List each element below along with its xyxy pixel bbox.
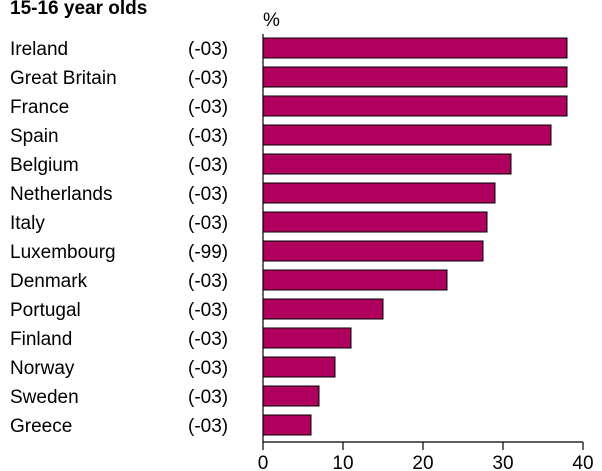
year-label: (-03)	[188, 329, 228, 350]
bar	[262, 414, 312, 436]
bar	[262, 95, 568, 117]
category-label: Great Britain	[10, 68, 117, 89]
year-label: (-03)	[188, 300, 228, 321]
year-label: (-99)	[188, 242, 228, 263]
bar	[262, 211, 488, 233]
category-label: France	[10, 97, 69, 118]
category-label: Luxembourg	[10, 242, 116, 263]
category-label: Portugal	[10, 300, 81, 321]
category-label: Spain	[10, 126, 59, 147]
chart-title: 15-16 year olds	[10, 0, 147, 19]
bar	[262, 269, 448, 291]
year-label: (-03)	[188, 416, 228, 437]
year-label: (-03)	[188, 155, 228, 176]
x-tick-label: 30	[492, 453, 513, 471]
bar	[262, 182, 496, 204]
category-label: Belgium	[10, 155, 79, 176]
bar	[262, 240, 484, 262]
year-label: (-03)	[188, 271, 228, 292]
bar	[262, 298, 384, 320]
category-label: Finland	[10, 329, 72, 350]
year-label: (-03)	[188, 97, 228, 118]
category-label: Denmark	[10, 271, 88, 292]
x-tick-label: 0	[258, 453, 269, 471]
category-label: Ireland	[10, 39, 68, 60]
bar	[262, 356, 336, 378]
bar	[262, 385, 320, 407]
category-label: Netherlands	[10, 184, 112, 205]
bar	[262, 327, 352, 349]
year-label: (-03)	[188, 387, 228, 408]
chart-rows: Ireland (-03) Great Britain (-03) France (-03…	[10, 37, 568, 437]
x-tick-label: 10	[332, 453, 353, 471]
x-axis-ticks: 0 10 20 30 40	[258, 442, 594, 471]
bar	[262, 153, 512, 175]
category-label: Greece	[10, 416, 72, 437]
year-label: (-03)	[188, 126, 228, 147]
year-label: (-03)	[188, 68, 228, 89]
bar	[262, 66, 568, 88]
category-label: Sweden	[10, 387, 79, 408]
unit-label: %	[263, 10, 280, 31]
bar	[262, 124, 552, 146]
category-label: Norway	[10, 358, 75, 379]
year-label: (-03)	[188, 184, 228, 205]
bar	[262, 37, 568, 59]
year-label: (-03)	[188, 358, 228, 379]
x-tick-label: 20	[412, 453, 433, 471]
year-label: (-03)	[188, 213, 228, 234]
category-label: Italy	[10, 213, 45, 234]
year-label: (-03)	[188, 39, 228, 60]
x-tick-label: 40	[572, 453, 593, 471]
